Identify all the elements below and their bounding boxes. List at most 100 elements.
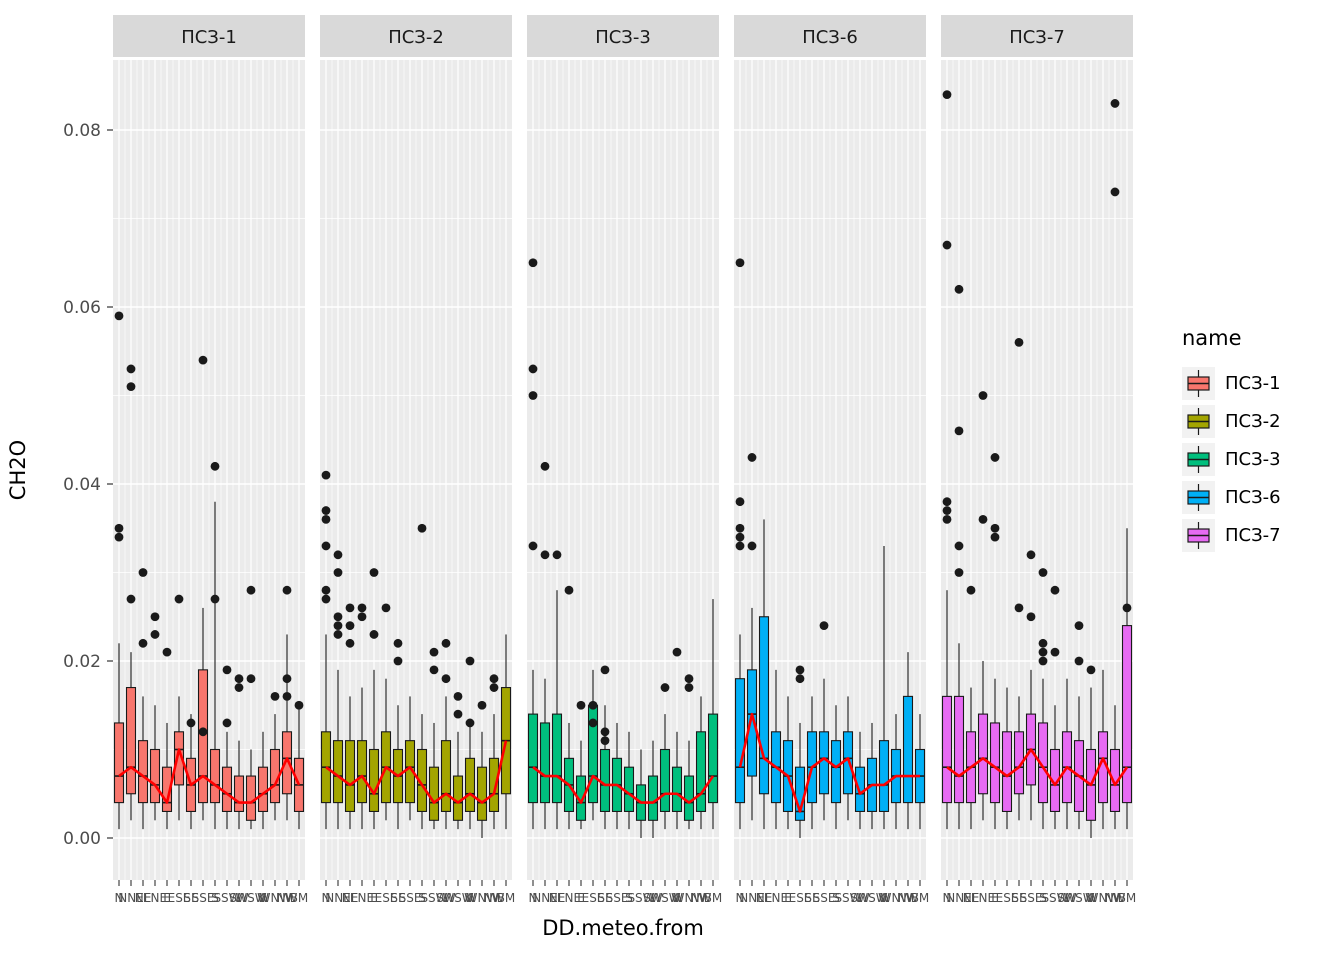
boxplot [197, 607, 209, 821]
x-axis-title: DD.meteo.from [542, 916, 704, 940]
outlier-point [333, 550, 343, 560]
outlier-point [453, 709, 463, 719]
x-tick-label: WSW [1063, 891, 1094, 905]
outlier-point [1050, 585, 1060, 595]
outlier-point [150, 630, 160, 639]
x-tick-label: ESE [168, 891, 191, 905]
facet-strip-label: ПСЗ-1 [181, 27, 237, 48]
outlier-point [552, 550, 562, 560]
outlier-point [222, 718, 232, 728]
x-tick-label: ENE [350, 891, 374, 905]
y-tick-label: 0.08 [63, 121, 101, 141]
boxplot [671, 731, 683, 830]
outlier-point [246, 585, 256, 595]
outlier-point [1074, 621, 1084, 630]
outlier-point [942, 90, 952, 99]
outlier-point [528, 391, 538, 400]
outlier-point [222, 665, 232, 675]
x-tick-label: S [1039, 891, 1047, 905]
x-tick-label: BM [911, 891, 930, 905]
outlier-point [942, 497, 952, 507]
x-tick-label: BM [290, 891, 309, 905]
legend-title: name [1182, 326, 1242, 350]
outlier-point [1074, 656, 1084, 666]
outlier-point [246, 674, 256, 684]
outlier-point [747, 453, 757, 462]
boxplot [476, 731, 488, 838]
outlier-point [282, 585, 292, 595]
x-tick-label: WSW [235, 891, 266, 905]
facet-strip [113, 15, 305, 57]
x-tick-label: NNE [325, 891, 351, 905]
x-tick-label: E [577, 891, 585, 905]
outlier-point [684, 683, 694, 692]
x-tick-label: N [943, 891, 952, 905]
x-tick-label: ESE [996, 891, 1019, 905]
x-tick-label: WNW [1087, 891, 1120, 905]
outlier-point [660, 683, 670, 692]
outlier-point [126, 594, 136, 604]
outlier-point [735, 523, 745, 533]
mean-line [738, 712, 920, 813]
boxplot [941, 590, 953, 830]
outlier-point [672, 647, 682, 657]
outlier-point [270, 692, 280, 701]
x-tick-label: S [832, 891, 840, 905]
x-tick-label: N [322, 891, 331, 905]
legend-label: ПСЗ-7 [1225, 524, 1281, 546]
outlier-point [234, 674, 244, 684]
outlier-point [489, 674, 499, 684]
outlier-point [747, 541, 757, 551]
boxplot [878, 545, 890, 830]
outlier-point [978, 391, 988, 400]
outlier-point [1110, 99, 1120, 108]
boxplot [746, 607, 758, 821]
x-tick-label: SSE [813, 891, 836, 905]
outlier-point [735, 541, 745, 551]
outlier-point [1014, 338, 1024, 347]
outlier-point [564, 585, 574, 595]
x-tick-label: SSE [192, 891, 215, 905]
outlier-point [1050, 647, 1060, 657]
outlier-point [990, 523, 1000, 533]
x-tick-label: SSW [213, 891, 240, 905]
x-tick-label: SSE [606, 891, 629, 905]
x-tick-label: WSW [442, 891, 473, 905]
boxplot [173, 696, 185, 821]
x-tick-label: E [991, 891, 999, 905]
x-tick-label: W [464, 891, 476, 905]
outlier-point [477, 700, 487, 710]
x-tick-label: W [671, 891, 683, 905]
outlier-point [600, 665, 610, 675]
boxplot [209, 501, 221, 830]
x-tick-label: N [736, 891, 745, 905]
outlier-point [162, 647, 172, 657]
mean-line [532, 766, 715, 804]
x-tick-label: NE [963, 891, 980, 905]
outlier-point [1122, 603, 1132, 613]
outlier-point [369, 630, 379, 639]
x-tick-label: ESE [375, 891, 398, 905]
boxplot [758, 519, 770, 830]
x-tick-label: WNW [466, 891, 499, 905]
legend-item-ПСЗ-3: ПСЗ-3 [1182, 440, 1342, 478]
x-tick-label: ESE [789, 891, 812, 905]
outlier-point [1038, 656, 1048, 666]
boxplot [113, 643, 125, 830]
boxplot [707, 599, 719, 830]
outlier-point [138, 568, 148, 577]
x-tick-label: NW [277, 891, 298, 905]
x-tick-label: NW [898, 891, 919, 905]
boxplot [488, 714, 500, 830]
legend: name ПСЗ-1 ПСЗ-2 ПСЗ-3 ПСЗ-6 ПСЗ-7 [1182, 326, 1342, 554]
outlier-point [138, 638, 148, 648]
x-tick-label: BM [497, 891, 516, 905]
x-tick-label: NW [1105, 891, 1126, 905]
x-tick-label: E [784, 891, 792, 905]
boxplot [953, 643, 965, 830]
x-tick-label: N [115, 891, 124, 905]
